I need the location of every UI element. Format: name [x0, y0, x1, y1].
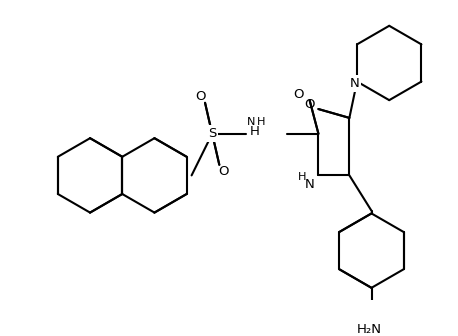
Text: N: N	[349, 77, 359, 90]
Text: O: O	[196, 90, 206, 103]
Text: H: H	[298, 172, 307, 182]
Text: H: H	[256, 117, 265, 127]
Text: O: O	[304, 98, 315, 111]
Text: O: O	[218, 165, 229, 178]
Text: N: N	[305, 178, 315, 191]
Text: O: O	[294, 88, 304, 101]
Text: H: H	[250, 125, 260, 138]
Text: S: S	[208, 127, 216, 140]
Text: N: N	[247, 117, 255, 127]
Text: H₂N: H₂N	[357, 323, 382, 336]
